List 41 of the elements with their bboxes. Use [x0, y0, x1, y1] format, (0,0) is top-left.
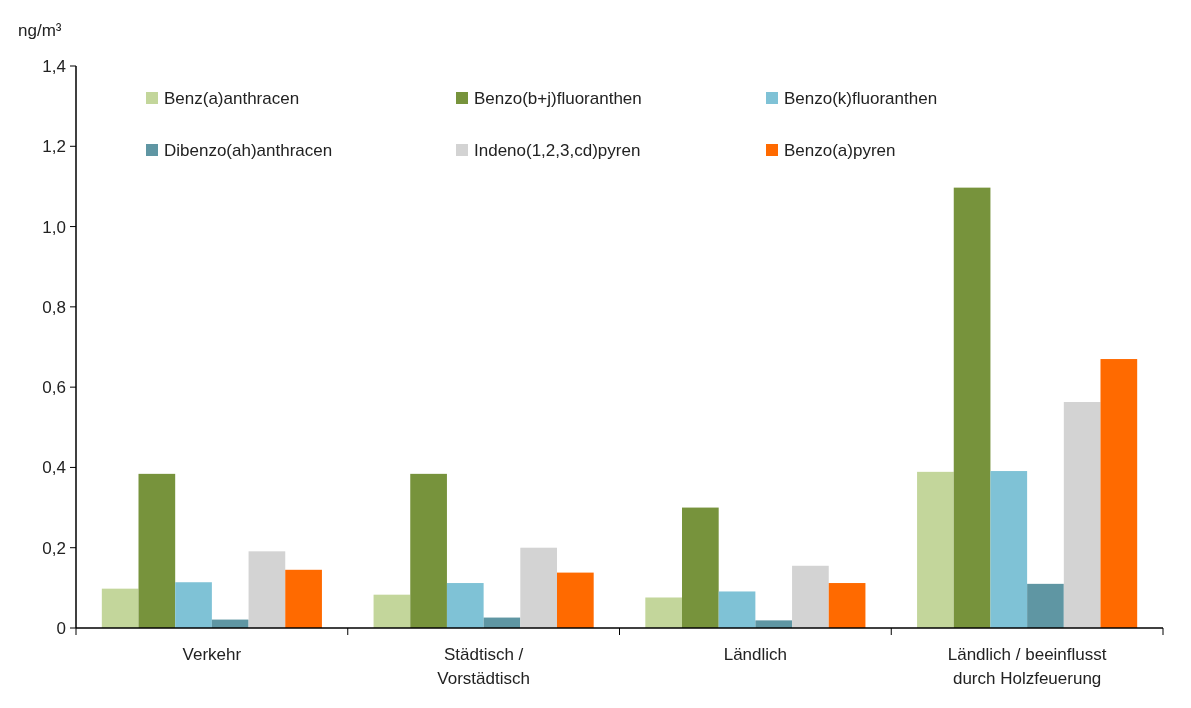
bar [917, 471, 954, 628]
legend-label: Benzo(a)pyren [784, 140, 896, 160]
y-tick-label: 1,4 [42, 56, 66, 76]
bar [828, 583, 866, 628]
y-tick-label: 0,6 [42, 378, 66, 398]
bar [953, 187, 991, 628]
bar [175, 582, 212, 628]
legend-label: Benz(a)anthracen [164, 88, 300, 108]
bar [138, 473, 176, 628]
bar [557, 572, 594, 628]
bar [1063, 402, 1101, 628]
x-tick-label: Ländlich [723, 645, 788, 664]
bar [446, 583, 484, 628]
bar [285, 569, 322, 628]
legend-label: Benzo(k)fluoranthen [784, 88, 938, 108]
x-tick-label: Verkehr [182, 645, 242, 664]
y-tick-label: 0 [56, 618, 66, 638]
y-tick-label: 0,4 [42, 458, 66, 478]
legend-label: Indeno(1,2,3,cd)pyren [474, 140, 641, 160]
bar [101, 588, 139, 628]
y-tick-label: 0,8 [42, 297, 66, 317]
bar [682, 507, 719, 628]
bar [410, 473, 447, 628]
y-tick-label: 0,2 [42, 538, 66, 558]
bar [1027, 583, 1064, 628]
bar [1100, 359, 1138, 628]
bar [755, 620, 793, 628]
legend-label: Benzo(b+j)fluoranthen [474, 88, 642, 108]
legend-label: Dibenzo(ah)anthracen [164, 140, 333, 160]
y-axis-title: ng/m³ [18, 21, 62, 40]
bar [645, 597, 682, 628]
x-tick-label: Städtisch / Vorstädtisch [437, 645, 530, 688]
bar [990, 471, 1028, 628]
bar [718, 591, 756, 628]
bar [520, 547, 557, 628]
bar [248, 551, 286, 628]
bar [792, 565, 829, 628]
x-tick-label: Ländlich / beeinflusst durch Holzfeuerung [947, 645, 1107, 688]
y-tick-label: 1,2 [42, 137, 66, 157]
bar [373, 594, 411, 628]
y-tick-label: 1,0 [42, 217, 66, 237]
